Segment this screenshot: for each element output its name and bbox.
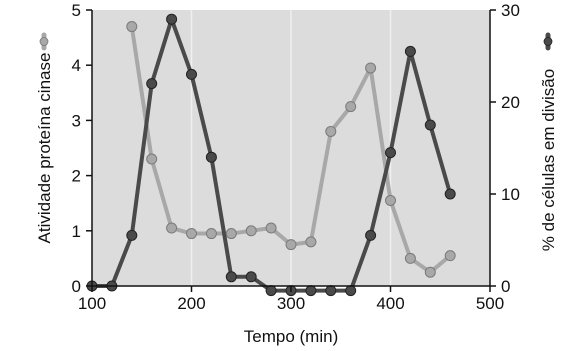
series-2-point bbox=[325, 285, 337, 297]
right-axis-title-group: % de células em divisão bbox=[539, 32, 558, 251]
series-2-point bbox=[265, 285, 277, 297]
series-2-point bbox=[205, 151, 217, 163]
series-1-point bbox=[265, 222, 277, 234]
x-axis-title: Tempo (min) bbox=[244, 327, 338, 346]
series-1-point bbox=[444, 250, 456, 262]
left-axis-title-group: Atividade proteína cinase bbox=[35, 32, 54, 244]
series-1-point bbox=[225, 228, 237, 240]
left-legend-marker bbox=[39, 32, 49, 51]
series-2-point bbox=[404, 45, 416, 57]
right-legend-marker bbox=[543, 32, 553, 51]
x-tick-label: 200 bbox=[177, 294, 205, 313]
left-y-tick-label: 0 bbox=[72, 277, 81, 296]
series-1-point bbox=[146, 153, 158, 165]
left-y-tick-label: 2 bbox=[72, 167, 81, 186]
series-2-point bbox=[146, 78, 158, 90]
series-1-point bbox=[404, 252, 416, 264]
series-1-point bbox=[345, 101, 357, 113]
series-1-point bbox=[385, 194, 396, 206]
series-1-point bbox=[305, 236, 317, 248]
axes bbox=[86, 9, 496, 292]
series-2-point bbox=[444, 188, 456, 200]
x-tick-label: 400 bbox=[376, 294, 404, 313]
series-1-point bbox=[186, 228, 197, 240]
series-2-point bbox=[345, 285, 357, 297]
left-y-tick-label: 1 bbox=[72, 222, 81, 241]
left-y-tick-label: 3 bbox=[72, 111, 81, 130]
series-1-point bbox=[166, 222, 178, 234]
right-y-tick-label: 20 bbox=[501, 93, 520, 112]
right-y-tick-label: 30 bbox=[501, 1, 520, 20]
right-y-tick-label: 10 bbox=[501, 185, 520, 204]
series-2-point bbox=[385, 147, 396, 159]
x-tick-label: 300 bbox=[277, 294, 305, 313]
series-1-point bbox=[365, 62, 377, 74]
x-tick-label: 500 bbox=[476, 294, 504, 313]
series-1-point bbox=[325, 125, 337, 137]
right-y-tick-label: 0 bbox=[501, 277, 510, 296]
series-2-point bbox=[424, 119, 436, 131]
x-tick-label: 100 bbox=[78, 294, 106, 313]
series-2-point bbox=[186, 68, 197, 80]
left-y-tick-label: 4 bbox=[72, 56, 81, 75]
left-y-tick-label: 5 bbox=[72, 1, 81, 20]
series-1-point bbox=[424, 266, 436, 278]
series-2-point bbox=[245, 271, 257, 283]
series-2-point bbox=[225, 271, 237, 283]
series-2-point bbox=[166, 13, 178, 25]
series-1-point bbox=[285, 239, 297, 251]
series-points bbox=[86, 13, 456, 297]
series-2-point bbox=[305, 285, 317, 297]
series-1-point bbox=[245, 225, 257, 237]
series-2-point bbox=[365, 229, 377, 241]
series-1-point bbox=[126, 21, 138, 33]
right-axis-title: % de células em divisão bbox=[539, 69, 558, 251]
series-2-point bbox=[126, 229, 138, 241]
left-axis-title: Atividade proteína cinase bbox=[35, 53, 54, 244]
series-1-point bbox=[205, 228, 217, 240]
